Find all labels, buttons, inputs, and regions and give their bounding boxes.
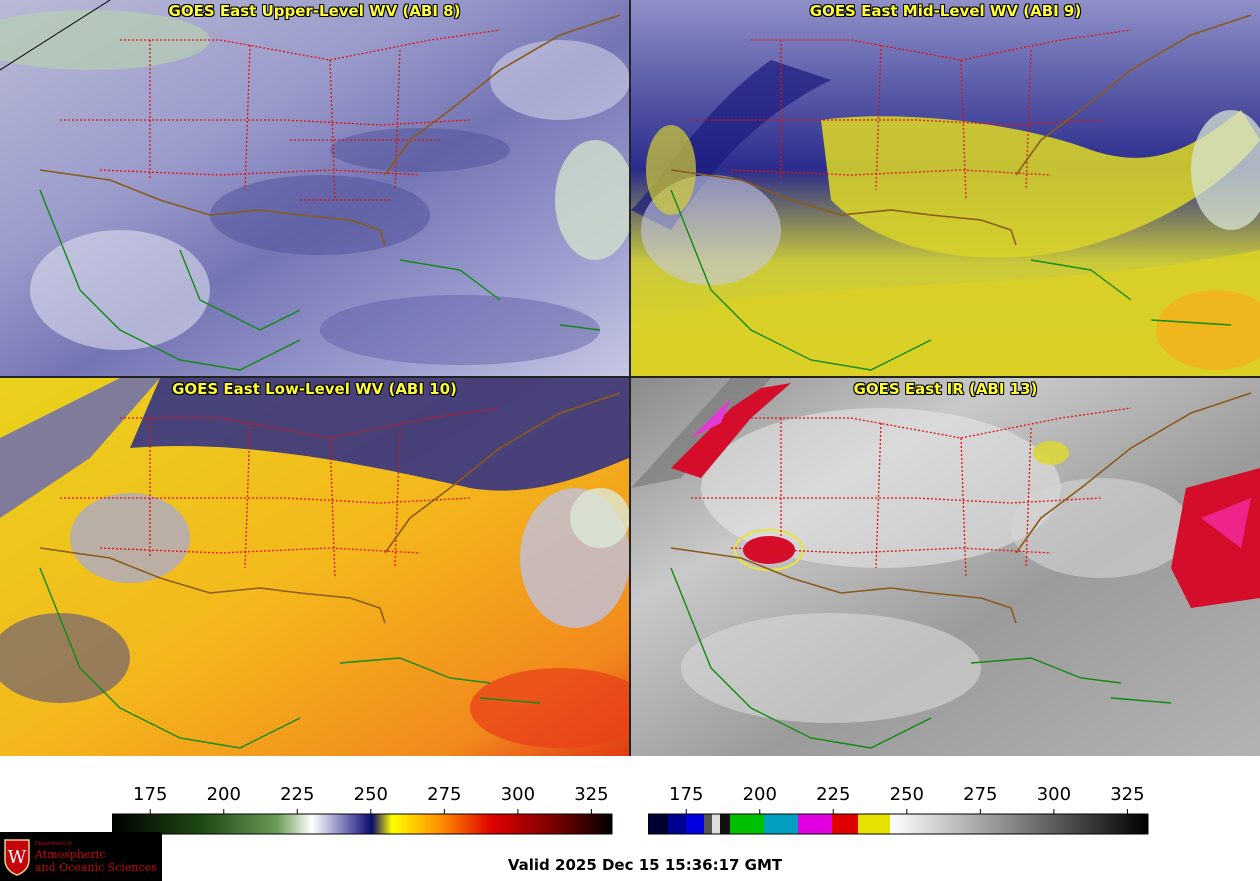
colorbar-tick-label: 200 xyxy=(206,784,241,805)
ir-colorbar: 175 200 225 250 275 300 325 xyxy=(648,780,1149,836)
panel-divider-vertical xyxy=(629,0,631,756)
colorbar-tick-label: 275 xyxy=(427,784,462,805)
colorbar-tick-label: 200 xyxy=(742,784,777,805)
colorbar-tick-label: 250 xyxy=(353,784,388,805)
colorbar-tick-label: 325 xyxy=(574,784,609,805)
low-level-wv-panel: GOES East Low-Level WV (ABI 10) xyxy=(0,378,629,756)
logo-line2: and Oceanic Sciences xyxy=(35,861,157,874)
uw-crest-icon: W xyxy=(4,839,30,876)
colorbar-tick-label: 275 xyxy=(963,784,998,805)
wv-colorbar: 175 200 225 250 275 300 325 xyxy=(112,780,613,836)
wv-colorbar-graphic xyxy=(112,809,613,835)
ir-colorbar-graphic xyxy=(648,809,1149,835)
upper-level-wv-panel: GOES East Upper-Level WV (ABI 8) xyxy=(0,0,629,376)
mid-level-wv-panel: GOES East Mid-Level WV (ABI 9) xyxy=(631,0,1260,376)
upper-level-wv-title: GOES East Upper-Level WV (ABI 8) xyxy=(168,2,461,20)
colorbar-tick-label: 300 xyxy=(1036,784,1072,805)
colorbar-tick-label: 325 xyxy=(1110,784,1145,805)
wv-colorbar-ticks xyxy=(149,809,592,814)
aos-logo: W Department of Atmospheric and Oceanic … xyxy=(0,832,162,881)
colorbar-tick-label: 250 xyxy=(889,784,924,805)
colorbar-tick-label: 175 xyxy=(133,784,168,805)
ir-colorbar-ticks xyxy=(685,809,1128,814)
mid-level-wv-title: GOES East Mid-Level WV (ABI 9) xyxy=(809,2,1082,20)
logo-dept-label: Department of xyxy=(35,841,72,847)
logo-line1: Atmospheric xyxy=(35,848,106,861)
panel-divider-horizontal xyxy=(0,376,1260,378)
colorbar-tick-label: 225 xyxy=(816,784,851,805)
svg-text:W: W xyxy=(8,847,27,868)
colorbar-tick-label: 300 xyxy=(500,784,536,805)
upper-level-wv-map xyxy=(0,0,629,376)
low-level-wv-map xyxy=(0,378,629,756)
colorbar-tick-label: 175 xyxy=(669,784,704,805)
valid-time: Valid 2025 Dec 15 15:36:17 GMT xyxy=(507,856,783,874)
colorbar-tick-label: 225 xyxy=(280,784,315,805)
ir-panel: GOES East IR (ABI 13) xyxy=(631,378,1260,756)
low-level-wv-title: GOES East Low-Level WV (ABI 10) xyxy=(172,380,457,398)
mid-level-wv-map xyxy=(631,0,1260,376)
ir-title: GOES East IR (ABI 13) xyxy=(853,380,1038,398)
ir-map xyxy=(631,378,1260,756)
